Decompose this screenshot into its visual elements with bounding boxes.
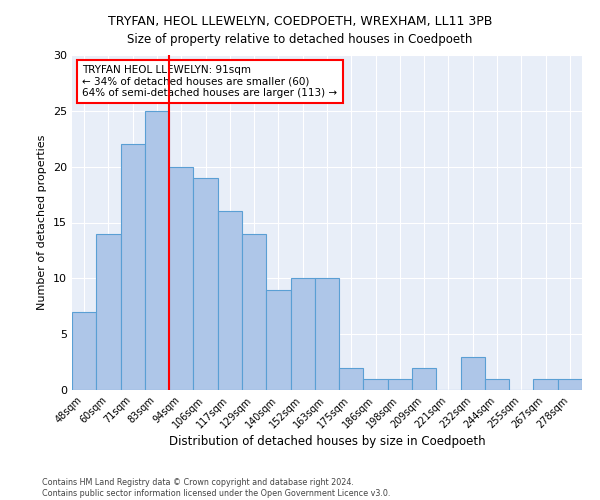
Text: TRYFAN HEOL LLEWELYN: 91sqm
← 34% of detached houses are smaller (60)
64% of sem: TRYFAN HEOL LLEWELYN: 91sqm ← 34% of det… — [82, 65, 337, 98]
Bar — [218, 212, 242, 390]
Bar — [461, 356, 485, 390]
Bar — [193, 178, 218, 390]
Y-axis label: Number of detached properties: Number of detached properties — [37, 135, 47, 310]
Bar — [169, 166, 193, 390]
Bar — [72, 312, 96, 390]
Bar — [121, 144, 145, 390]
Bar — [339, 368, 364, 390]
Bar — [290, 278, 315, 390]
Bar — [315, 278, 339, 390]
Bar — [242, 234, 266, 390]
Bar — [558, 379, 582, 390]
Text: TRYFAN, HEOL LLEWELYN, COEDPOETH, WREXHAM, LL11 3PB: TRYFAN, HEOL LLEWELYN, COEDPOETH, WREXHA… — [108, 15, 492, 28]
Bar — [533, 379, 558, 390]
Bar — [364, 379, 388, 390]
Text: Contains HM Land Registry data © Crown copyright and database right 2024.
Contai: Contains HM Land Registry data © Crown c… — [42, 478, 391, 498]
X-axis label: Distribution of detached houses by size in Coedpoeth: Distribution of detached houses by size … — [169, 436, 485, 448]
Text: Size of property relative to detached houses in Coedpoeth: Size of property relative to detached ho… — [127, 32, 473, 46]
Bar — [266, 290, 290, 390]
Bar — [485, 379, 509, 390]
Bar — [412, 368, 436, 390]
Bar — [145, 111, 169, 390]
Bar — [96, 234, 121, 390]
Bar — [388, 379, 412, 390]
